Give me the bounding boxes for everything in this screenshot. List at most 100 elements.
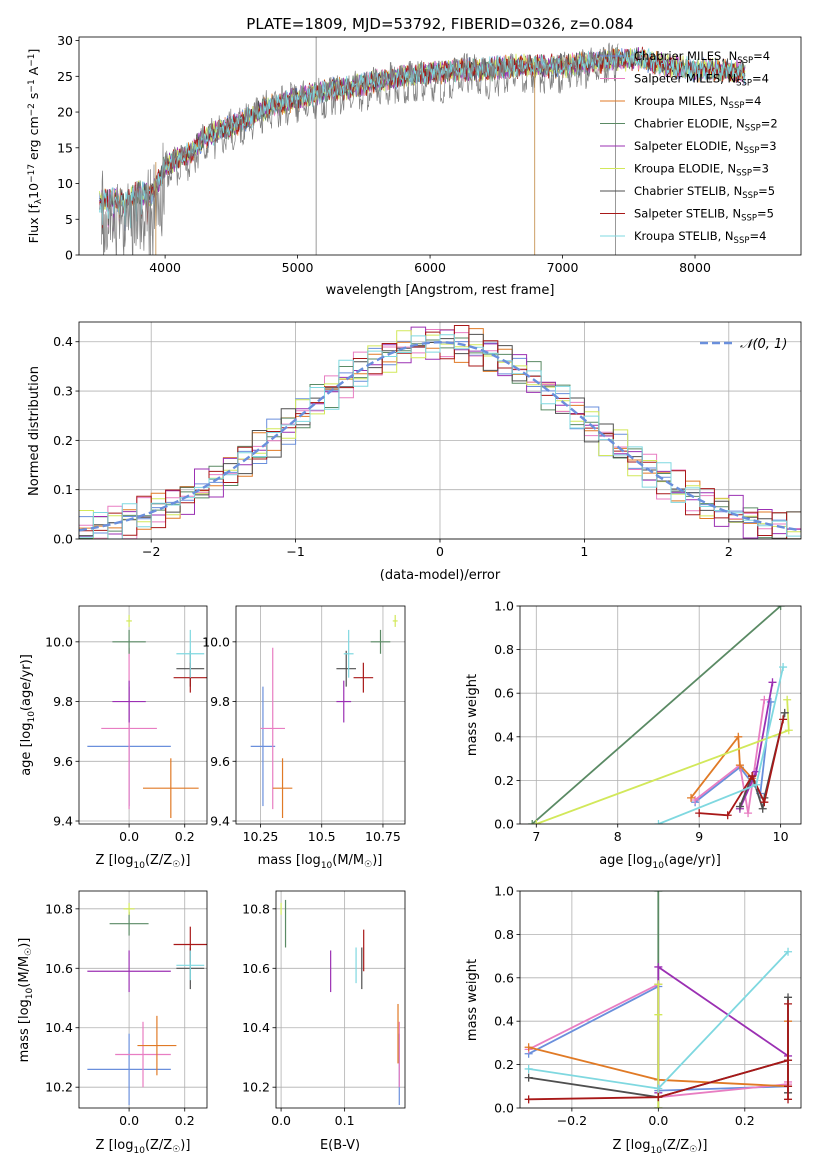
y-label-part: ☉ <box>24 948 34 956</box>
x-tick-label: 0.0 <box>271 1113 291 1128</box>
panel-age-vs-metallicity: 0.0 0.29.49.69.810.0Z [log10(Z/Z☉)]age [l… <box>19 605 208 871</box>
mass-weight-line <box>690 734 753 799</box>
y-label-part: 10 <box>27 711 37 723</box>
mass-weight-marker <box>695 809 704 818</box>
legend-subscript: SSP <box>736 169 752 179</box>
mass-weight-marker <box>524 1064 533 1073</box>
mass-weight-marker <box>687 793 696 802</box>
mass-weight-marker <box>524 1073 533 1082</box>
x-tick-label: 0.2 <box>735 1113 755 1128</box>
legend-subscript: SSP <box>737 56 753 66</box>
mass-weight-marker <box>760 798 769 807</box>
x-tick-label: −1 <box>286 544 304 559</box>
mass-weight-marker <box>532 820 541 824</box>
mass-weight-marker <box>779 663 788 672</box>
y-label-part: )] <box>17 938 32 948</box>
y-tick-label: 0.6 <box>494 686 514 701</box>
mass-weight-marker <box>779 715 788 724</box>
x-axis-label: mass [log10(M/M☉)] <box>258 853 383 871</box>
x-label-part: ☉ <box>364 860 372 870</box>
x-axis-label: Z [log10(Z/Z☉)] <box>613 1138 708 1156</box>
y-label-part: (M/M <box>17 956 32 988</box>
x-label-part: Z [log <box>96 1138 134 1153</box>
x-label-part: (M/M <box>332 853 364 868</box>
x-label-part: 10 <box>652 861 664 871</box>
x-tick-label: 10.25 <box>243 829 279 844</box>
y-label-part: age [log <box>19 723 34 776</box>
mass-weight-marker <box>735 802 744 811</box>
normal-legend-label: 𝒩(0, 1) <box>740 337 787 352</box>
y-label-part: 10 <box>26 183 41 199</box>
legend-entry-label: Kroupa MILES, NSSP=4 <box>634 94 761 111</box>
y-tick-label: 10.6 <box>242 961 270 976</box>
mass-weight-line <box>531 606 782 824</box>
mass-weight-marker <box>776 606 785 610</box>
axes-frame <box>78 890 208 1109</box>
y-tick-label: 20 <box>57 105 73 120</box>
x-label-part: Z [log <box>613 1138 651 1153</box>
y-axis-label: age [log10(age/yr)] <box>19 654 37 776</box>
legend-entry-label: Chabrier MILES, NSSP=4 <box>634 49 770 66</box>
x-axis-label: wavelength [Angstrom, rest frame] <box>326 283 555 298</box>
y-tick-label: 10.4 <box>242 1020 270 1035</box>
y-tick-label: 0 <box>65 248 73 263</box>
x-label-part: ☉ <box>172 1145 180 1155</box>
mass-weight-marker <box>654 820 663 824</box>
legend-entry-label: Kroupa STELIB, NSSP=4 <box>634 229 766 246</box>
x-axis-label: E(B-V) <box>320 1138 360 1153</box>
model-spectrum-line <box>99 47 746 229</box>
x-tick-label: 4000 <box>149 260 181 275</box>
y-tick-label: 10.8 <box>242 901 270 916</box>
mass-weight-marker <box>723 811 732 820</box>
plot-area <box>250 614 398 819</box>
legend-entry-label: Chabrier ELODIE, NSSP=2 <box>634 117 778 134</box>
x-label-part: 10 <box>133 861 145 871</box>
x-tick-label: 0.0 <box>648 1113 668 1128</box>
x-tick-label: −2 <box>142 544 160 559</box>
y-tick-label: 10.2 <box>45 1080 73 1095</box>
mass-weight-marker <box>524 1043 533 1052</box>
axes-frame <box>519 605 802 825</box>
plot-area <box>87 614 207 819</box>
y-tick-label: 0.0 <box>494 817 514 832</box>
mass-weight-marker <box>752 780 761 789</box>
mass-weight-marker <box>780 708 789 717</box>
y-tick-label: 10.6 <box>45 961 73 976</box>
y-tick-label: 5 <box>65 212 73 227</box>
y-label-part: −2 <box>27 103 37 116</box>
y-tick-label: 10.0 <box>45 634 73 649</box>
legend-entry-label: Salpeter ELODIE, NSSP=3 <box>634 139 777 156</box>
x-label-part: )] <box>372 853 382 868</box>
x-label-part: (Z/Z <box>145 853 172 868</box>
legend-count: =3 <box>752 162 769 176</box>
y-tick-label: 10 <box>57 176 73 191</box>
x-tick-label: 10.75 <box>365 829 401 844</box>
y-tick-label: 0.2 <box>494 773 514 788</box>
axes-frame <box>519 890 802 1109</box>
mass-weight-marker <box>654 1104 663 1108</box>
mass-weight-marker <box>784 1082 793 1091</box>
mass-weight-marker <box>758 804 767 813</box>
y-tick-label: 10.0 <box>202 634 230 649</box>
x-label-part: ☉ <box>689 1145 697 1155</box>
panel-age-vs-mass: 10.25 10.5 10.75 9.4 9.6 9.8 10.0 mass [log10(M… <box>202 605 406 871</box>
y-axis-label: mass [log10(M/M☉)] <box>17 938 35 1063</box>
y-tick-label: 15 <box>57 140 73 155</box>
y-tick-label: 9.4 <box>210 814 230 829</box>
plot-area <box>528 606 793 824</box>
mass-weight-marker <box>748 772 757 781</box>
y-tick-label: 10.8 <box>45 901 73 916</box>
x-tick-label: 5000 <box>282 260 314 275</box>
y-tick-label: 9.6 <box>53 754 73 769</box>
x-label-part: (age/yr)] <box>664 853 721 868</box>
plot-area <box>280 899 400 1106</box>
mass-weight-marker <box>784 1095 793 1104</box>
x-label-part: 10 <box>321 861 333 871</box>
plot-area <box>79 325 801 539</box>
x-label-part: )] <box>697 1138 707 1153</box>
y-label-part: ] <box>26 49 41 54</box>
y-tick-label: 9.6 <box>210 754 230 769</box>
panel-residual-histogram: −2 −1 0 1 2 0.0 0.1 0.2 0.3 0.4 𝒩(0, 1) (data-model… <box>27 321 802 583</box>
y-tick-label: 10.2 <box>242 1080 270 1095</box>
